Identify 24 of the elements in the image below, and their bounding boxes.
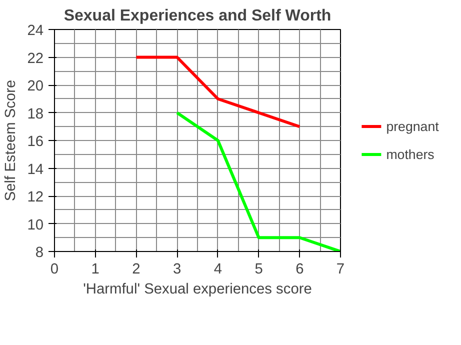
legend-label: pregnant bbox=[386, 118, 439, 134]
x-tick-label: 5 bbox=[254, 262, 263, 278]
x-tick-label: 3 bbox=[172, 262, 182, 278]
y-tick-label: 12 bbox=[27, 190, 44, 206]
line-series bbox=[176, 111, 340, 252]
legend-label: mothers bbox=[386, 146, 434, 162]
line-series bbox=[134, 56, 302, 128]
x-axis-title: 'Harmful' Sexual experiences score bbox=[83, 282, 312, 298]
y-tick-label: 22 bbox=[27, 50, 44, 67]
y-tick-label: 8 bbox=[35, 245, 44, 261]
x-tick-label: 2 bbox=[132, 262, 140, 278]
y-tick-label: 18 bbox=[27, 106, 44, 122]
y-tick-label: 20 bbox=[27, 78, 44, 94]
y-tick-label: 24 bbox=[27, 23, 44, 39]
x-tick-label: 7 bbox=[336, 262, 345, 278]
x-tick-label: 6 bbox=[296, 262, 304, 278]
x-tick-label: 4 bbox=[214, 262, 222, 278]
y-tick-label: 14 bbox=[27, 162, 44, 178]
x-tick-label: 1 bbox=[91, 262, 100, 278]
y-tick-label: 10 bbox=[27, 217, 44, 234]
chart-title: Sexual Experiences and Self Worth bbox=[64, 8, 332, 24]
y-axis-title: Self Esteem Score bbox=[3, 80, 20, 202]
x-tick-label: 0 bbox=[50, 262, 59, 278]
y-tick-label: 16 bbox=[27, 134, 44, 150]
